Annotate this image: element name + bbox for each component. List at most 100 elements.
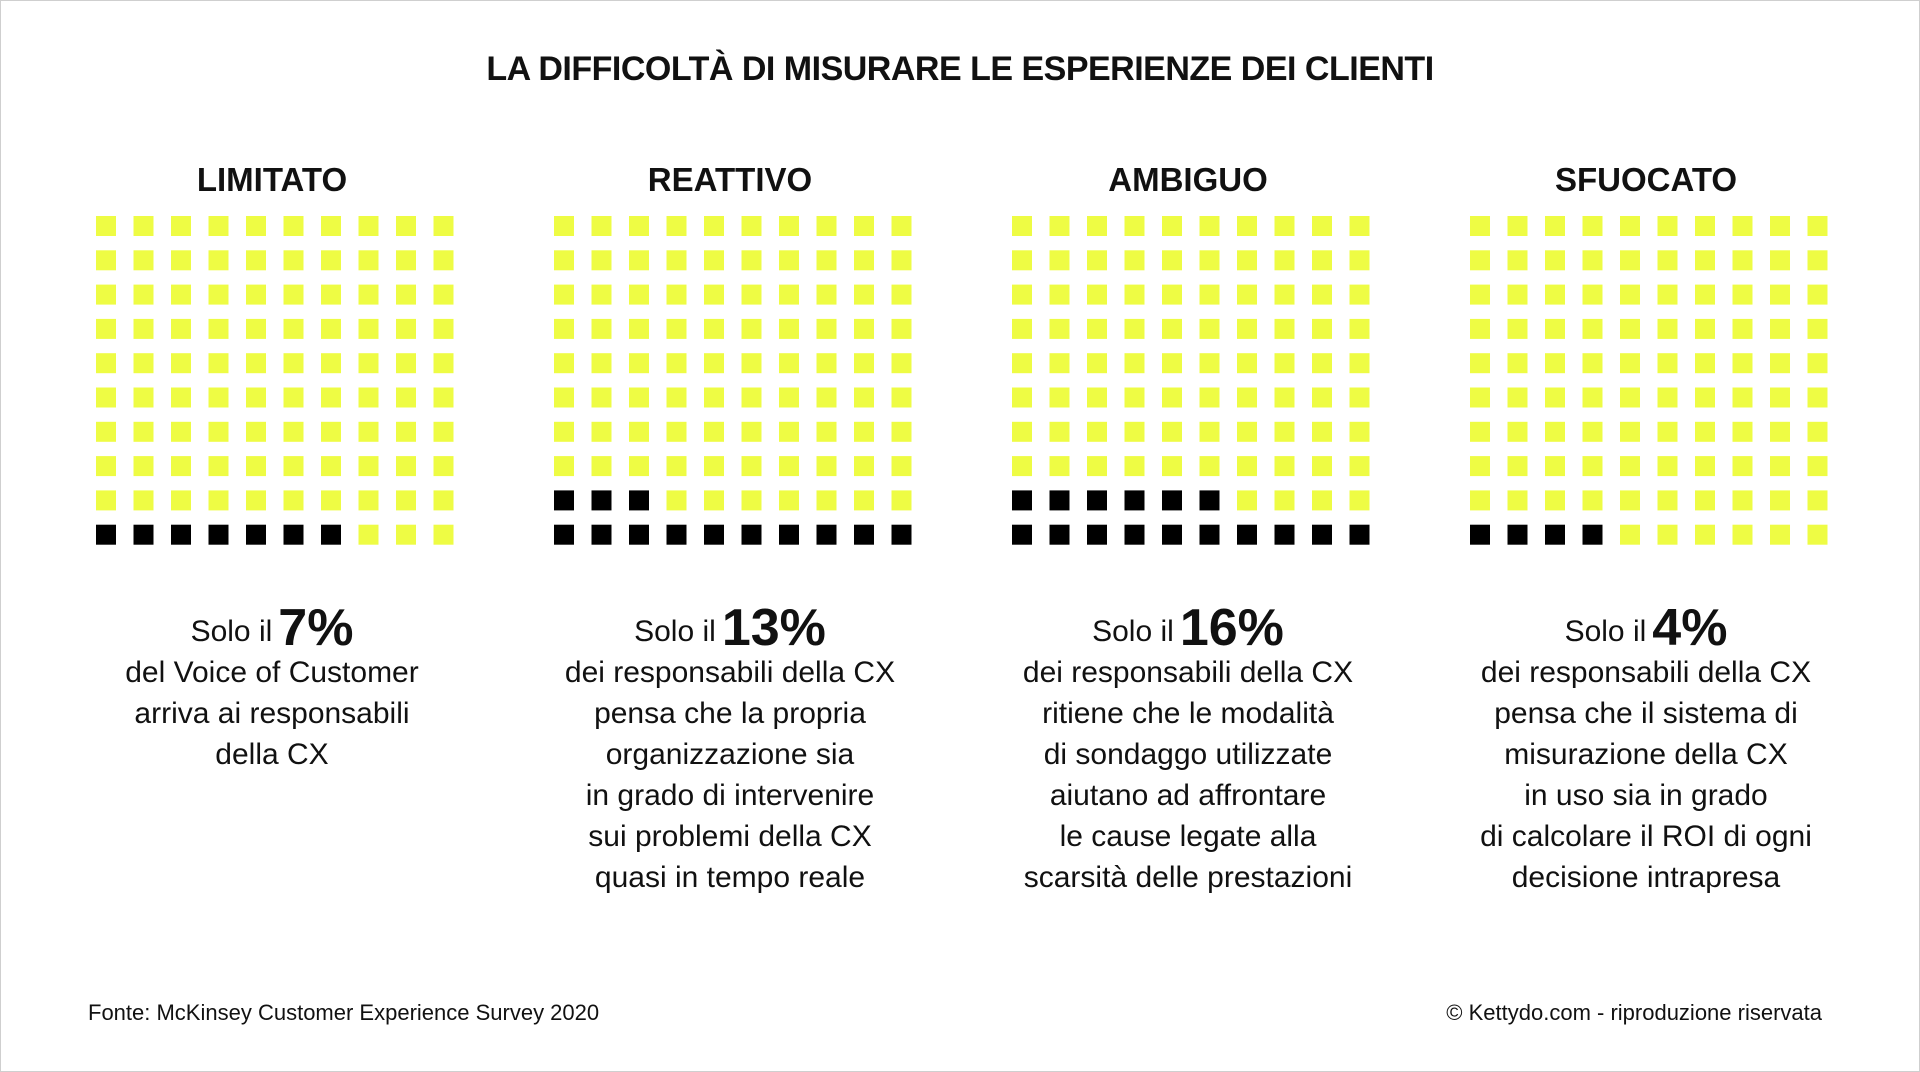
waffle-cell-empty bbox=[1349, 250, 1370, 271]
waffle-cell-empty bbox=[741, 353, 762, 374]
waffle-cell-empty bbox=[1124, 250, 1145, 271]
waffle-cell-empty bbox=[1545, 284, 1565, 305]
waffle-cell-empty bbox=[321, 456, 341, 477]
waffle-cell-empty bbox=[741, 387, 762, 408]
waffle-cell-empty bbox=[1770, 421, 1790, 442]
waffle-cell-empty bbox=[1312, 284, 1332, 305]
waffle-cell-empty bbox=[1199, 353, 1220, 374]
waffle-cell-empty bbox=[1470, 456, 1490, 477]
waffle-cell-filled bbox=[629, 490, 649, 511]
waffle-cell-empty bbox=[1124, 387, 1145, 408]
source-note: Fonte: McKinsey Customer Experience Surv… bbox=[88, 1000, 600, 1025]
waffle-cell-empty bbox=[1237, 387, 1257, 408]
waffle-cell-empty bbox=[283, 456, 304, 477]
waffle-cell-empty bbox=[1237, 250, 1257, 271]
waffle-cell-empty bbox=[1199, 421, 1220, 442]
waffle-grid bbox=[1012, 216, 1370, 545]
waffle-grid bbox=[1470, 216, 1828, 545]
waffle-cell-empty bbox=[1124, 216, 1145, 236]
waffle-cell-empty bbox=[283, 353, 304, 374]
waffle-cell-empty bbox=[171, 353, 191, 374]
waffle-cell-filled bbox=[591, 524, 612, 545]
waffle-cell-empty bbox=[779, 387, 799, 408]
waffle-cell-empty bbox=[171, 490, 191, 511]
waffle-cell-empty bbox=[1162, 318, 1182, 339]
waffle-cell-empty bbox=[246, 456, 266, 477]
waffle-cell-empty bbox=[358, 490, 379, 511]
waffle-cell-empty bbox=[1695, 421, 1715, 442]
waffle-cell-empty bbox=[1807, 318, 1828, 339]
waffle-cell-empty bbox=[591, 216, 612, 236]
waffle-cell-empty bbox=[96, 318, 116, 339]
waffle-cell-empty bbox=[1732, 284, 1753, 305]
waffle-cell-empty bbox=[96, 284, 116, 305]
waffle-cell-filled bbox=[741, 524, 762, 545]
waffle-cell-filled bbox=[816, 524, 837, 545]
waffle-cell-empty bbox=[1657, 524, 1678, 545]
waffle-cell-empty bbox=[1770, 318, 1790, 339]
waffle-cell-empty bbox=[1620, 421, 1640, 442]
waffle-cell-empty bbox=[1274, 284, 1295, 305]
waffle-cell-empty bbox=[1582, 387, 1603, 408]
waffle-cell-empty bbox=[1620, 216, 1640, 236]
waffle-cell-empty bbox=[1349, 456, 1370, 477]
waffle-cell-filled bbox=[1312, 524, 1332, 545]
waffle-cell-empty bbox=[246, 490, 266, 511]
waffle-cell-empty bbox=[1770, 216, 1790, 236]
waffle-cell-empty bbox=[854, 318, 874, 339]
waffle-cell-empty bbox=[854, 387, 874, 408]
waffle-cell-empty bbox=[891, 456, 912, 477]
waffle-cell-empty bbox=[1470, 284, 1490, 305]
waffle-cell-empty bbox=[1770, 284, 1790, 305]
waffle-cell-empty bbox=[1582, 318, 1603, 339]
waffle-cell-empty bbox=[1620, 387, 1640, 408]
waffle-cell-empty bbox=[1199, 216, 1220, 236]
waffle-cell-empty bbox=[779, 318, 799, 339]
waffle-cell-empty bbox=[816, 456, 837, 477]
waffle-cell-empty bbox=[1657, 216, 1678, 236]
waffle-cell-empty bbox=[321, 318, 341, 339]
waffle-cell-empty bbox=[741, 456, 762, 477]
waffle-cell-empty bbox=[1582, 250, 1603, 271]
waffle-cell-empty bbox=[1582, 353, 1603, 374]
waffle-cell-filled bbox=[133, 524, 154, 545]
waffle-cell-empty bbox=[321, 387, 341, 408]
waffle-cell-empty bbox=[1582, 456, 1603, 477]
waffle-cell-empty bbox=[1470, 387, 1490, 408]
waffle-cell-empty bbox=[629, 353, 649, 374]
waffle-cell-empty bbox=[208, 284, 229, 305]
waffle-cell-empty bbox=[1012, 216, 1032, 236]
waffle-cell-empty bbox=[741, 490, 762, 511]
waffle-cell-empty bbox=[1657, 456, 1678, 477]
waffle-cell-empty bbox=[1545, 421, 1565, 442]
waffle-cell-empty bbox=[358, 318, 379, 339]
waffle-cell-empty bbox=[666, 250, 687, 271]
waffle-cell-empty bbox=[1199, 250, 1220, 271]
waffle-cell-empty bbox=[133, 216, 154, 236]
waffle-cell-empty bbox=[1470, 421, 1490, 442]
stat-percent: 16% bbox=[1179, 599, 1284, 657]
waffle-cell-empty bbox=[1162, 216, 1182, 236]
waffle-cell-empty bbox=[1274, 216, 1295, 236]
waffle-cell-empty bbox=[396, 353, 416, 374]
waffle-cell-empty bbox=[433, 387, 454, 408]
waffle-cell-empty bbox=[1162, 387, 1182, 408]
waffle-cell-empty bbox=[133, 387, 154, 408]
waffle-cell-filled bbox=[704, 524, 724, 545]
waffle-cell-empty bbox=[741, 421, 762, 442]
waffle-cell-empty bbox=[1237, 421, 1257, 442]
waffle-cell-empty bbox=[1162, 353, 1182, 374]
waffle-cell-empty bbox=[1770, 524, 1790, 545]
waffle-cell-empty bbox=[1507, 421, 1528, 442]
waffle-grid bbox=[96, 216, 454, 545]
waffle-cell-empty bbox=[171, 318, 191, 339]
waffle-cell-empty bbox=[1049, 284, 1070, 305]
waffle-cell-empty bbox=[1507, 490, 1528, 511]
waffle-cell-empty bbox=[283, 284, 304, 305]
waffle-cell-empty bbox=[1807, 284, 1828, 305]
waffle-cell-empty bbox=[321, 421, 341, 442]
waffle-cell-empty bbox=[358, 456, 379, 477]
waffle-cell-empty bbox=[1087, 456, 1107, 477]
waffle-cell-filled bbox=[1274, 524, 1295, 545]
waffle-cell-empty bbox=[741, 318, 762, 339]
